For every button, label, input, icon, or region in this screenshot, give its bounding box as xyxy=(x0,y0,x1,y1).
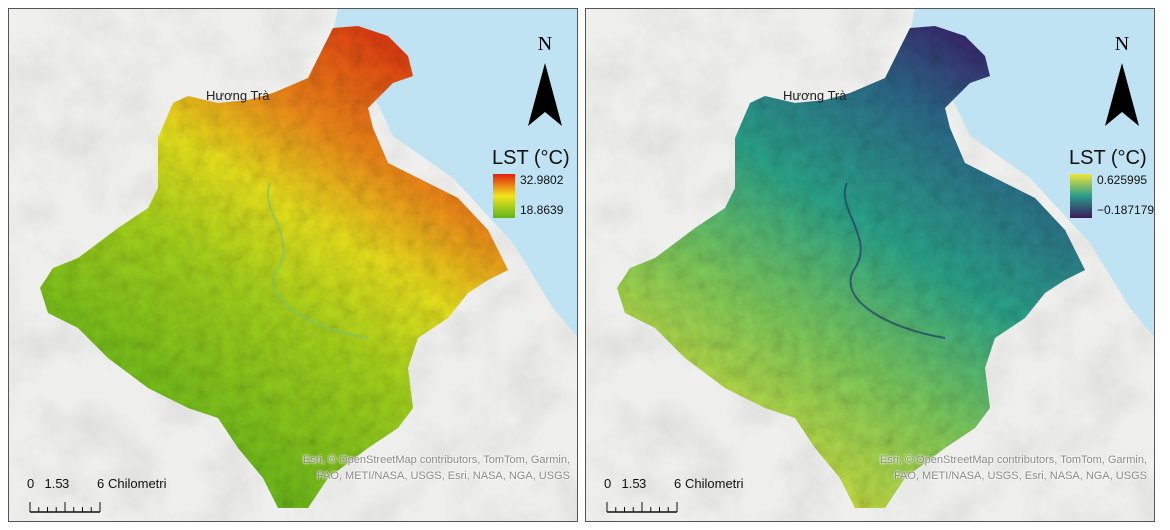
attribution: Esri, © OpenStreetMap contributors, TomT… xyxy=(879,454,1147,482)
scale-tick-label: 6 xyxy=(674,476,681,491)
scale-tick-label: 3 xyxy=(62,476,69,491)
attribution-box: Esri, © OpenStreetMap contributors, TomT… xyxy=(302,454,570,482)
legend-max: 32.9802 xyxy=(520,173,564,187)
attribution: Esri, © OpenStreetMap contributors, TomT… xyxy=(302,454,570,482)
scale-tick-label: 1.5 xyxy=(622,476,640,491)
north-label: N xyxy=(1115,33,1129,55)
water xyxy=(330,8,578,338)
map-panel: Hương Trà N LST (°C) 0.625995 −0.187179 0 1.5 3… xyxy=(585,8,1155,522)
north-arrow xyxy=(1105,63,1139,126)
scale-tick-label: 6 xyxy=(97,476,104,491)
place-label: Hương Trà xyxy=(206,88,270,103)
legend-min: 18.8639 xyxy=(520,203,564,217)
legend-title: LST (°C) xyxy=(1069,147,1147,169)
north-label: N xyxy=(538,33,552,55)
place-label: Hương Trà xyxy=(783,88,847,103)
map-panel: Hương Trà N LST (°C) 32.9802 18.8639 0 1.5 3 6 Ch… xyxy=(8,8,578,522)
legend-ramp xyxy=(1070,174,1092,218)
legend-title: LST (°C) xyxy=(492,147,570,169)
scale-unit: Chilometri xyxy=(108,476,167,491)
panel-border xyxy=(8,8,578,522)
scale-tick-label: 0 xyxy=(27,476,34,491)
legend-ramp xyxy=(493,174,515,218)
scale-tick-label: 3 xyxy=(639,476,646,491)
water xyxy=(907,8,1155,338)
river xyxy=(266,182,369,339)
panel-border xyxy=(585,8,1155,522)
north-arrow xyxy=(528,63,562,126)
legend-max: 0.625995 xyxy=(1097,173,1147,187)
attribution-box: Esri, © OpenStreetMap contributors, TomT… xyxy=(879,454,1147,482)
scale-tick-label: 1.5 xyxy=(45,476,63,491)
scale-tick-label: 0 xyxy=(604,476,611,491)
legend-min: −0.187179 xyxy=(1097,203,1154,217)
scale-unit: Chilometri xyxy=(685,476,744,491)
river xyxy=(843,182,946,339)
